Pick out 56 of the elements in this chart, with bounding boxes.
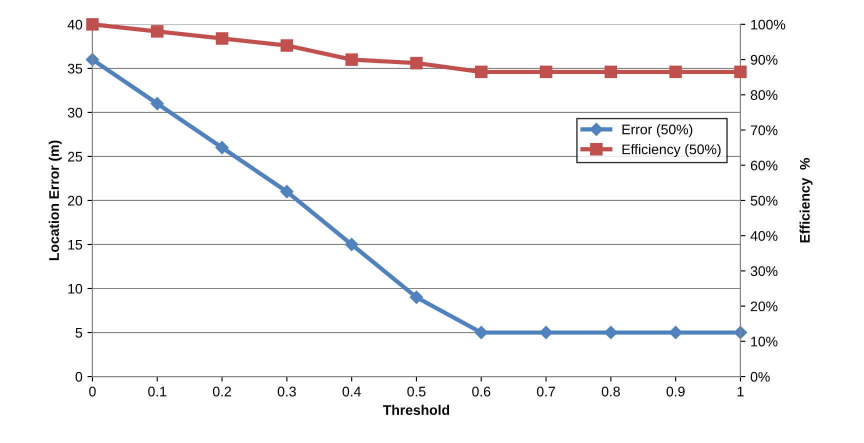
point [410, 290, 424, 304]
y-tick-label: 20 [68, 196, 82, 206]
point [669, 66, 682, 78]
point [151, 25, 164, 38]
x-tick-label: 0.4 [342, 386, 361, 396]
point [475, 66, 488, 78]
y2-tick-label: 10% [751, 336, 778, 346]
point [345, 238, 358, 252]
x-tick-label: 0 [89, 386, 96, 396]
point [539, 326, 553, 340]
y2-tick-label: 60% [750, 160, 778, 170]
point [604, 326, 618, 340]
point [86, 18, 99, 31]
y-tick-label: 30 [68, 108, 82, 118]
point [734, 66, 747, 78]
y2-tick-label: 40% [750, 231, 778, 241]
x-tick-label: 0.9 [666, 386, 685, 396]
x-tick-label: 0.1 [148, 386, 166, 396]
point [216, 32, 228, 45]
x-axis-title: Threshold [383, 404, 450, 415]
y-tick-label: 15 [68, 240, 82, 250]
y-tick-label: 0 [76, 372, 82, 382]
y2-tick-label: 30% [750, 266, 778, 276]
y2-axis-title: Efficiency % [800, 158, 813, 242]
legend-label: Error (50%) [622, 124, 692, 138]
y2-tick-label: 50% [750, 196, 778, 206]
y2-tick-label: 100% [751, 20, 786, 30]
x-tick-label: 0.8 [602, 386, 620, 396]
legend-label: Efficiency (50%) [622, 144, 721, 158]
point [280, 39, 294, 52]
y2-tick-label: 20% [750, 301, 778, 312]
y-tick-label: 5 [76, 328, 82, 338]
x-tick-label: 0.5 [407, 386, 426, 396]
y-tick-label: 25 [68, 152, 82, 162]
point [604, 66, 618, 78]
point [280, 185, 294, 198]
y-tick-label: 35 [68, 64, 82, 74]
y-axis-title: Location Error (m) [48, 140, 62, 260]
point [540, 66, 552, 78]
x-tick-label: 1 [738, 386, 744, 396]
point [345, 53, 358, 66]
x-tick-label: 0.2 [212, 386, 232, 396]
point [410, 56, 423, 70]
y2-tick-label: 70% [750, 125, 778, 136]
y2-tick-label: 80% [750, 90, 778, 100]
point [474, 326, 488, 340]
point [215, 141, 229, 154]
y-tick-label: 10 [68, 284, 82, 294]
y2-tick-label: 90% [750, 54, 778, 65]
x-tick-label: 0.3 [278, 386, 296, 396]
y-tick-label: 40 [68, 20, 82, 30]
y2-tick-label: 0% [750, 372, 770, 382]
x-tick-label: 0.7 [536, 386, 556, 396]
x-tick-label: 0.6 [472, 386, 490, 396]
point [669, 326, 682, 340]
point [150, 97, 164, 110]
